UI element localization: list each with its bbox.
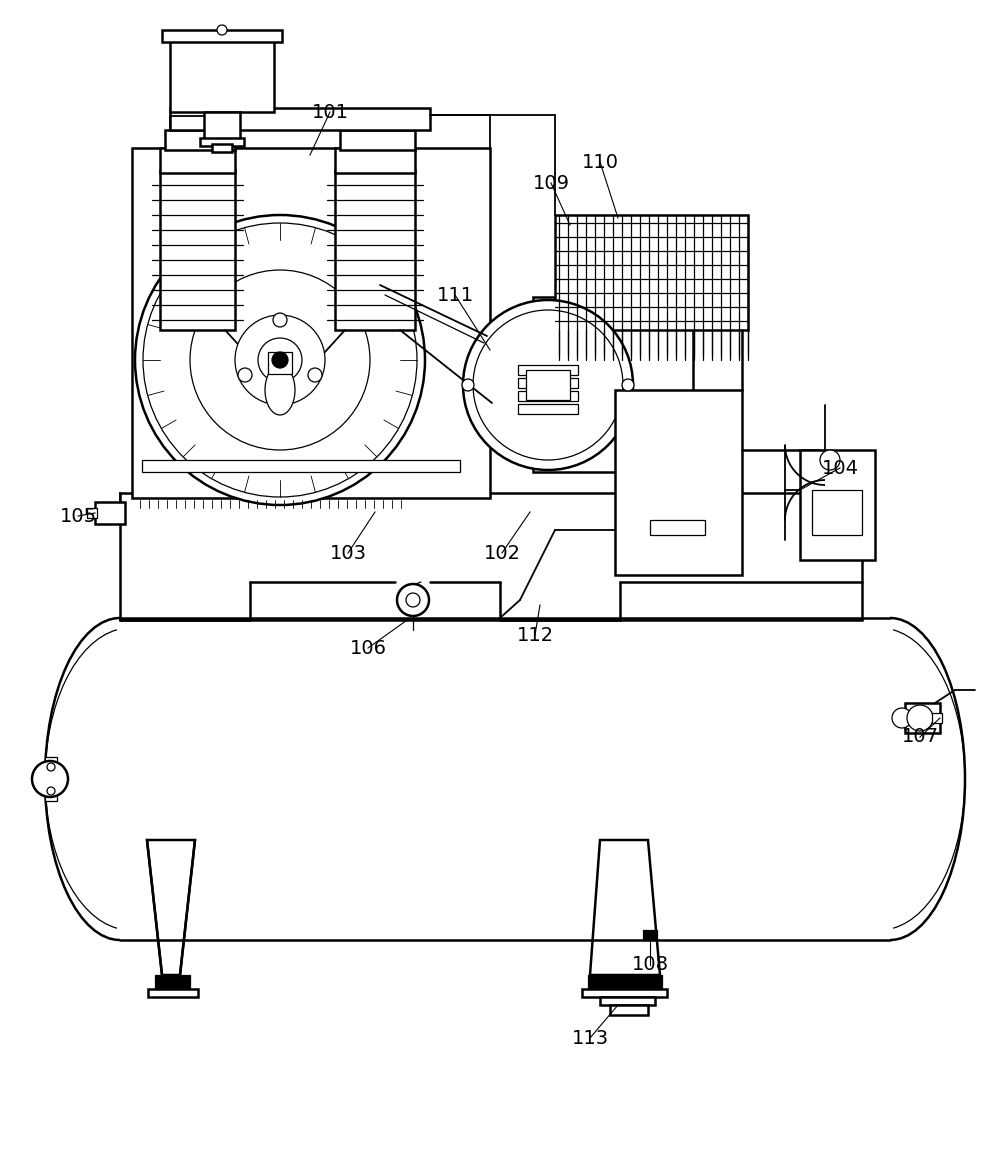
Polygon shape (590, 840, 660, 975)
Circle shape (462, 379, 474, 390)
Text: 103: 103 (330, 544, 367, 562)
Bar (932, 713, 942, 723)
Bar (800, 450, 875, 560)
Circle shape (272, 352, 288, 368)
Bar (132, 148, 490, 498)
Bar (588, 975, 662, 989)
Bar (170, 40, 274, 112)
Text: 105: 105 (59, 507, 97, 525)
Polygon shape (147, 840, 195, 975)
Bar (162, 30, 282, 42)
Text: 111: 111 (436, 286, 474, 304)
Bar (600, 997, 655, 1005)
Circle shape (217, 26, 227, 35)
Bar (518, 404, 578, 414)
Bar (340, 130, 415, 150)
Bar (518, 378, 578, 388)
Text: 113: 113 (571, 1028, 609, 1047)
Circle shape (238, 368, 252, 382)
Bar (120, 618, 890, 940)
Bar (518, 390, 578, 401)
Circle shape (308, 368, 322, 382)
Bar (212, 144, 232, 152)
Bar (120, 493, 862, 621)
Text: 102: 102 (484, 544, 520, 562)
Bar (204, 112, 240, 139)
Bar (610, 1005, 648, 1014)
Text: 101: 101 (312, 102, 349, 122)
Bar (650, 521, 705, 535)
Bar (200, 138, 244, 146)
Text: 104: 104 (821, 459, 858, 478)
Circle shape (463, 300, 633, 469)
Circle shape (397, 584, 429, 616)
Circle shape (820, 450, 840, 469)
Bar (643, 930, 657, 940)
Bar (160, 170, 235, 330)
Circle shape (892, 708, 912, 729)
Text: 112: 112 (516, 625, 554, 645)
Bar (142, 460, 460, 472)
Circle shape (273, 313, 287, 327)
Bar (160, 148, 235, 173)
Text: 110: 110 (582, 152, 618, 172)
Bar (148, 989, 198, 997)
Bar (95, 502, 125, 524)
Circle shape (473, 310, 623, 460)
Bar (533, 297, 693, 472)
Bar (45, 756, 57, 801)
Circle shape (907, 705, 933, 731)
Bar (518, 365, 578, 375)
Text: 108: 108 (632, 955, 668, 975)
Circle shape (32, 761, 68, 797)
Circle shape (406, 593, 420, 607)
Bar (335, 170, 415, 330)
Circle shape (622, 379, 634, 390)
Circle shape (47, 787, 55, 795)
Bar (165, 130, 235, 150)
Bar (170, 108, 430, 130)
Bar (812, 490, 862, 535)
Text: 109: 109 (532, 173, 570, 193)
Bar (615, 390, 742, 575)
Text: 107: 107 (901, 727, 938, 746)
Bar (268, 352, 292, 374)
Circle shape (235, 315, 325, 406)
Circle shape (135, 215, 425, 505)
Bar (555, 215, 748, 330)
Bar (87, 508, 97, 518)
Bar (526, 370, 570, 400)
Ellipse shape (265, 365, 295, 415)
Text: 106: 106 (350, 638, 387, 658)
Circle shape (47, 763, 55, 772)
Bar (155, 975, 190, 989)
Circle shape (258, 338, 302, 382)
Circle shape (143, 223, 417, 497)
Circle shape (190, 270, 370, 450)
Bar (582, 989, 667, 997)
Bar (905, 703, 940, 733)
Bar (335, 148, 415, 173)
